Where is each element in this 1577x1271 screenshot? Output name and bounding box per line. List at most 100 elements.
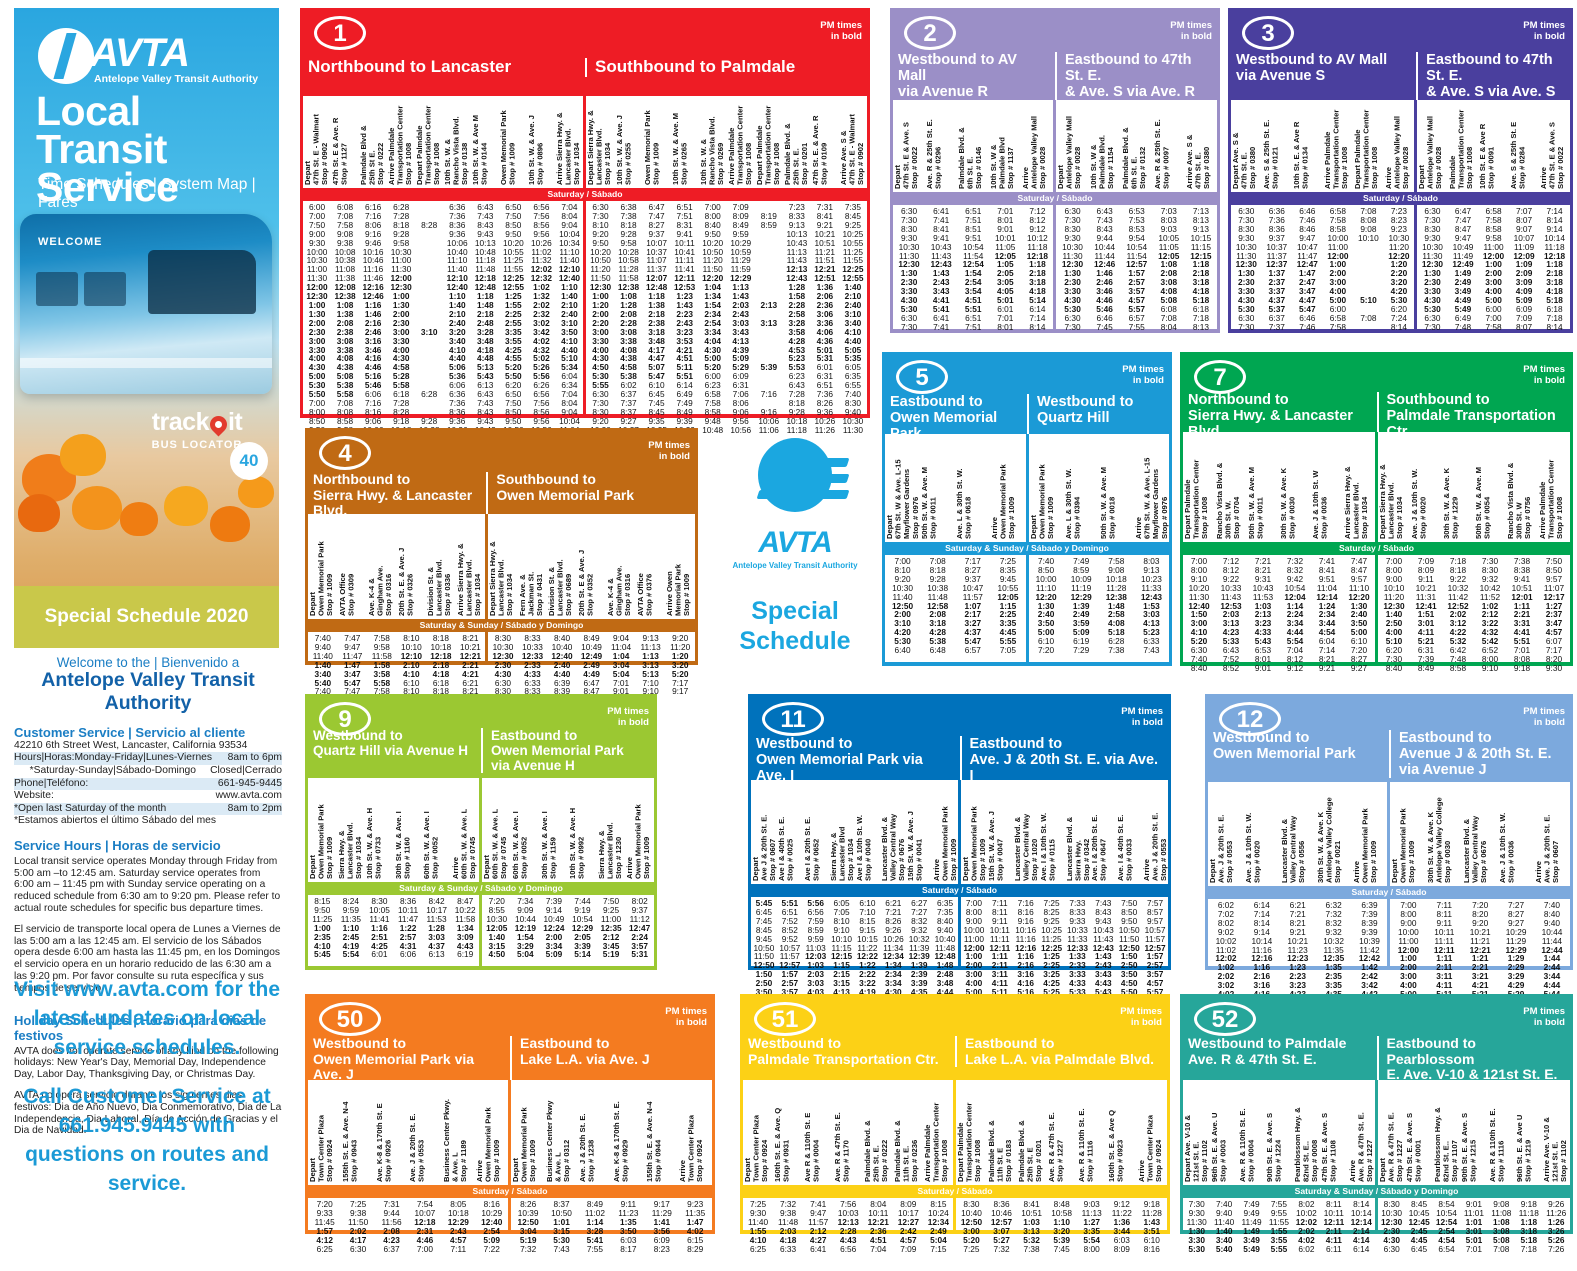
route-5-stop-header-right-2: 50th St. W. & Ave. M Stop # 0018 xyxy=(1098,434,1134,542)
time-cell: 11:23 xyxy=(618,1207,639,1218)
route-50-stop-header-right-0: Depart Owen Memorial Park Stop # 1009 xyxy=(511,1080,545,1185)
time-cell: 3:38 xyxy=(620,335,637,346)
time-cell: 8:21 xyxy=(1254,564,1272,575)
time-cell: 3:50 xyxy=(1120,969,1138,980)
stop-header-label: Ave R & 110th St. E Stop # 0004 xyxy=(803,1112,821,1182)
time-cell: 9:28 xyxy=(788,406,805,417)
time-cell: 1:02 xyxy=(1217,962,1235,973)
time-cell: 7:00 xyxy=(894,556,911,566)
time-cell: 6:30 xyxy=(494,677,512,688)
time-cell: 2:10 xyxy=(448,308,466,319)
direction-separator xyxy=(508,1080,512,1185)
route-11-day-band: Saturday / Sábado xyxy=(922,885,997,895)
time-cell: 12:18 xyxy=(430,650,452,661)
time-cell: 10:56 xyxy=(730,424,752,435)
time-cell: 9:17 xyxy=(672,686,689,697)
time-cell: 11:15 xyxy=(1190,241,1211,252)
stop-header-label: Palmdale Blvd. & 11th St. E Stop # 0183 xyxy=(986,1120,1013,1182)
time-cell: 11:50 xyxy=(753,951,775,962)
time-cell: 5:57 xyxy=(1146,987,1164,998)
time-cell: 10:40 xyxy=(961,1207,982,1218)
route-4-card: 4 PM times in bold Northbound to Sierra Hw… xyxy=(305,428,698,696)
time-cell: 8:00 xyxy=(1385,564,1403,575)
time-cell: 9:18 xyxy=(1143,1199,1160,1209)
time-cell: 2:16 xyxy=(364,317,382,328)
stop-header-label: Depart Owen Memorial Park Stop # 1009 xyxy=(1390,808,1417,883)
stop-header-label: 10th St. W. & Ave. J Stop # 0255 xyxy=(614,115,633,185)
route-51-card: 51 PM times in bold Westbound to Palmdale … xyxy=(740,994,1170,1253)
time-cell: 5:32 xyxy=(1449,636,1467,647)
stop-header-label: Arrive Ave. R & 47th St. E. Stop # 1227 xyxy=(1347,1112,1374,1182)
route-1-time-col-left-8: 6:56 7:56 8:56 9:56 10:26 11:02 11:32 12:02 12:3… xyxy=(527,201,556,434)
time-cell: 4:21 xyxy=(1471,980,1489,991)
time-cell: 1:03 xyxy=(807,960,824,971)
time-cell: 8:30 xyxy=(900,223,918,234)
time-cell: 3:10 xyxy=(561,317,578,328)
route-3-time-col-left-4: 7:08 8:08 9:08 10:10 5:10 7:08 xyxy=(1353,205,1384,329)
route-7-stop-header-right-4: Rancho Vista Blvd. & 30th St. W Stop # 0… xyxy=(1506,432,1538,542)
time-cell: 11:47 xyxy=(1297,250,1318,261)
time-cell: 3:48 xyxy=(648,335,665,346)
stop-header-label: Business Center Pkwy & Ave. L Stop # 031… xyxy=(544,1100,572,1182)
time-cell: 10:18 xyxy=(786,415,808,426)
time-cell: 7:16 xyxy=(365,397,382,408)
time-cell: 6:10 xyxy=(1037,636,1055,647)
time-cell: 4:30 xyxy=(392,353,410,364)
time-cell: 9:38 xyxy=(780,1207,797,1218)
route-5-direction-right: Westbound to Quartz Hill xyxy=(1027,394,1172,442)
time-cell: 4:20 xyxy=(894,627,911,638)
time-cell: 1:49 xyxy=(1243,1225,1260,1236)
time-cell: 8:32 xyxy=(1286,564,1304,575)
time-cell: 9:33 xyxy=(1069,915,1086,926)
stop-header-label: 90th St. E. & Ave. S Stop # 1215 xyxy=(1460,1112,1478,1182)
stop-header-label: 10th St. W & Palmdale Blvd Stop # 1137 xyxy=(989,137,1016,189)
time-cell: 10:50 xyxy=(551,1207,572,1218)
route-12-time-col-right-4: 7:40 8:40 9:40 10:44 11:44 12:44 1:44 2:44 3:44 4… xyxy=(1534,899,1570,1016)
time-cell: 12:07 xyxy=(645,273,668,284)
route-50-time-col-left-4: 8:05 10:18 12:29 2:43 4:57 7:11 xyxy=(441,1198,476,1253)
time-cell: 5:23 xyxy=(788,353,806,364)
time-cell: 3:44 xyxy=(1318,618,1336,629)
time-cell: 8:41 xyxy=(933,223,950,234)
time-cell: 10:16 xyxy=(362,246,384,257)
time-cell: 12:29 xyxy=(1505,944,1527,955)
stop-header-label: Depart Owen Memorial Park Stop # 1009 xyxy=(1028,464,1055,539)
time-cell: 11:20 xyxy=(1388,241,1409,252)
route-52-time-col-left-3: 7:55 9:55 11:55 1:55 3:55 5:55 xyxy=(1265,1198,1293,1253)
time-cell: 10:18 xyxy=(1105,573,1127,584)
time-cell: 7:06 xyxy=(732,389,749,400)
time-cell: 7:40 xyxy=(314,633,331,643)
time-cell: 7:49 xyxy=(1073,556,1090,566)
time-cell: 3:30 xyxy=(1424,286,1441,297)
time-cell: 12:50 xyxy=(960,1216,983,1227)
time-cell: 11:58 xyxy=(371,650,392,661)
route-4-stop-header-right-3: 20th St. E & Ave. J Stop # 0352 xyxy=(576,514,607,619)
route-11-stop-header-right-0: Depart Owen Memorial Park Stop # 1009 xyxy=(961,780,987,884)
route-4-time-col-right-1: 8:33 10:33 12:33 2:33 4:33 6:33 8:33 xyxy=(517,632,548,696)
stop-header-label: Ave I & 20th St. E. Stop # 0652 xyxy=(802,816,821,881)
time-cell: 10:59 xyxy=(730,246,752,257)
time-cell: 8:33 xyxy=(524,686,541,697)
time-cell: 8:19 xyxy=(760,210,777,221)
stop-header-label: Depart Ave J & 20th St. E. Stop # 0607 xyxy=(751,814,778,881)
time-cell: 3:18 xyxy=(929,618,946,629)
time-cell: 7:20 xyxy=(488,896,505,906)
time-cell: 5:20 xyxy=(1190,636,1208,647)
route-9-stop-header-right-0: Depart 60th St. W. & Ave. L Stop # 0745 xyxy=(482,778,512,882)
time-cell: 10:20 xyxy=(502,237,524,248)
time-cell: 11:03 xyxy=(805,942,826,953)
time-cell: 1:46 xyxy=(364,308,382,319)
time-cell: 11:43 xyxy=(786,255,807,266)
time-cell: 9:57 xyxy=(1545,573,1563,584)
time-cell: 7:30 xyxy=(1481,556,1499,566)
cs-row-value: 8am to 6pm xyxy=(227,752,282,764)
time-cell: 8:07 xyxy=(1515,214,1533,225)
time-cell: 8:46 xyxy=(1299,223,1316,234)
route-1-stop-header-right-5: Arrive Palmdale Transportation Center St… xyxy=(726,96,755,188)
time-cell: 7:43 xyxy=(553,1243,570,1254)
pm-times-note: PM times in bold xyxy=(1122,364,1164,386)
time-cell: 2:18 xyxy=(432,659,450,670)
time-cell: 11:55 xyxy=(842,255,863,266)
time-cell: 1:18 xyxy=(1546,259,1563,270)
time-cell: 10:55 xyxy=(502,246,524,257)
